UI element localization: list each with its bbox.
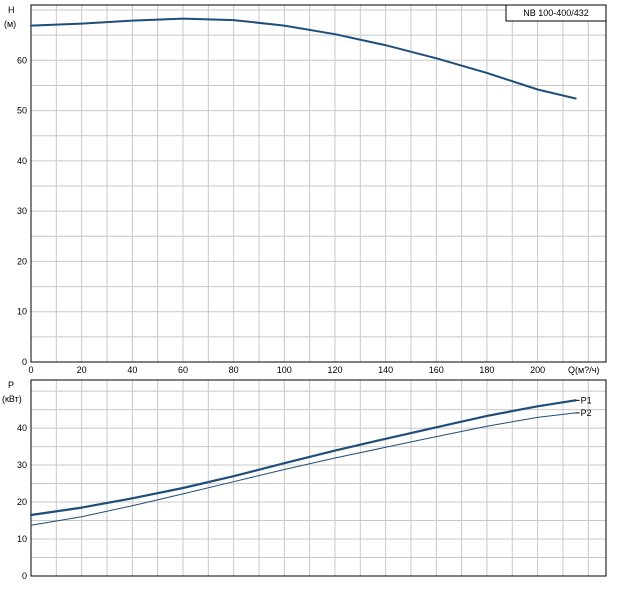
- head-chart-panel: 0 20 40 60 80 100 120 140 160 180 200 0 10 20 30 40 50 6…: [4, 4, 607, 375]
- head-y-tick-labels: 0 10 20 30 40 50 60: [17, 55, 27, 367]
- y-tick-label: 50: [17, 106, 27, 116]
- y-tick-label: 40: [17, 156, 27, 166]
- title-box: [505, 4, 607, 22]
- flow-axis-label: Q(м?/ч): [568, 365, 599, 375]
- head-plot-frame: [30, 4, 607, 363]
- head-grid: [31, 5, 606, 362]
- series-label: P2: [581, 408, 592, 418]
- power-axis-unit: (кВт): [2, 394, 22, 404]
- chart-title: NB 100-400/432: [523, 8, 589, 18]
- x-tick-label: 120: [327, 365, 342, 375]
- head-series: [30, 17, 577, 100]
- power-y-tick-labels: 0 10 20 30 40: [17, 423, 27, 581]
- x-tick-label: 100: [277, 365, 292, 375]
- power-grid: [31, 380, 606, 576]
- x-tick-label: 20: [77, 365, 87, 375]
- y-tick-label: 10: [17, 307, 27, 317]
- y-tick-label: 60: [17, 55, 27, 65]
- y-tick-label: 30: [17, 460, 27, 470]
- y-tick-label: 20: [17, 497, 27, 507]
- x-tick-label: 40: [127, 365, 137, 375]
- x-tick-label: 80: [229, 365, 239, 375]
- y-tick-label: 10: [17, 534, 27, 544]
- series-line: [30, 17, 577, 100]
- y-tick-label: 40: [17, 423, 27, 433]
- series-label: P1: [581, 395, 592, 405]
- head-axis-unit: (м): [4, 19, 16, 29]
- x-tick-label: 200: [530, 365, 545, 375]
- y-tick-label: 30: [17, 206, 27, 216]
- series-line-p2: [30, 412, 577, 526]
- x-tick-label: 60: [178, 365, 188, 375]
- power-axis-label: P: [8, 380, 14, 390]
- series-line-p1: [29, 399, 577, 517]
- x-tick-label: 0: [28, 365, 33, 375]
- x-tick-label: 140: [378, 365, 393, 375]
- x-tick-label: 180: [479, 365, 494, 375]
- y-tick-label: 0: [22, 571, 27, 581]
- y-tick-label: 0: [22, 357, 27, 367]
- head-axis-label: H: [8, 5, 15, 15]
- y-tick-label: 20: [17, 256, 27, 266]
- power-plot-frame: [30, 379, 607, 577]
- head-x-tick-labels: 0 20 40 60 80 100 120 140 160 180 200: [28, 365, 545, 375]
- x-tick-label: 160: [429, 365, 444, 375]
